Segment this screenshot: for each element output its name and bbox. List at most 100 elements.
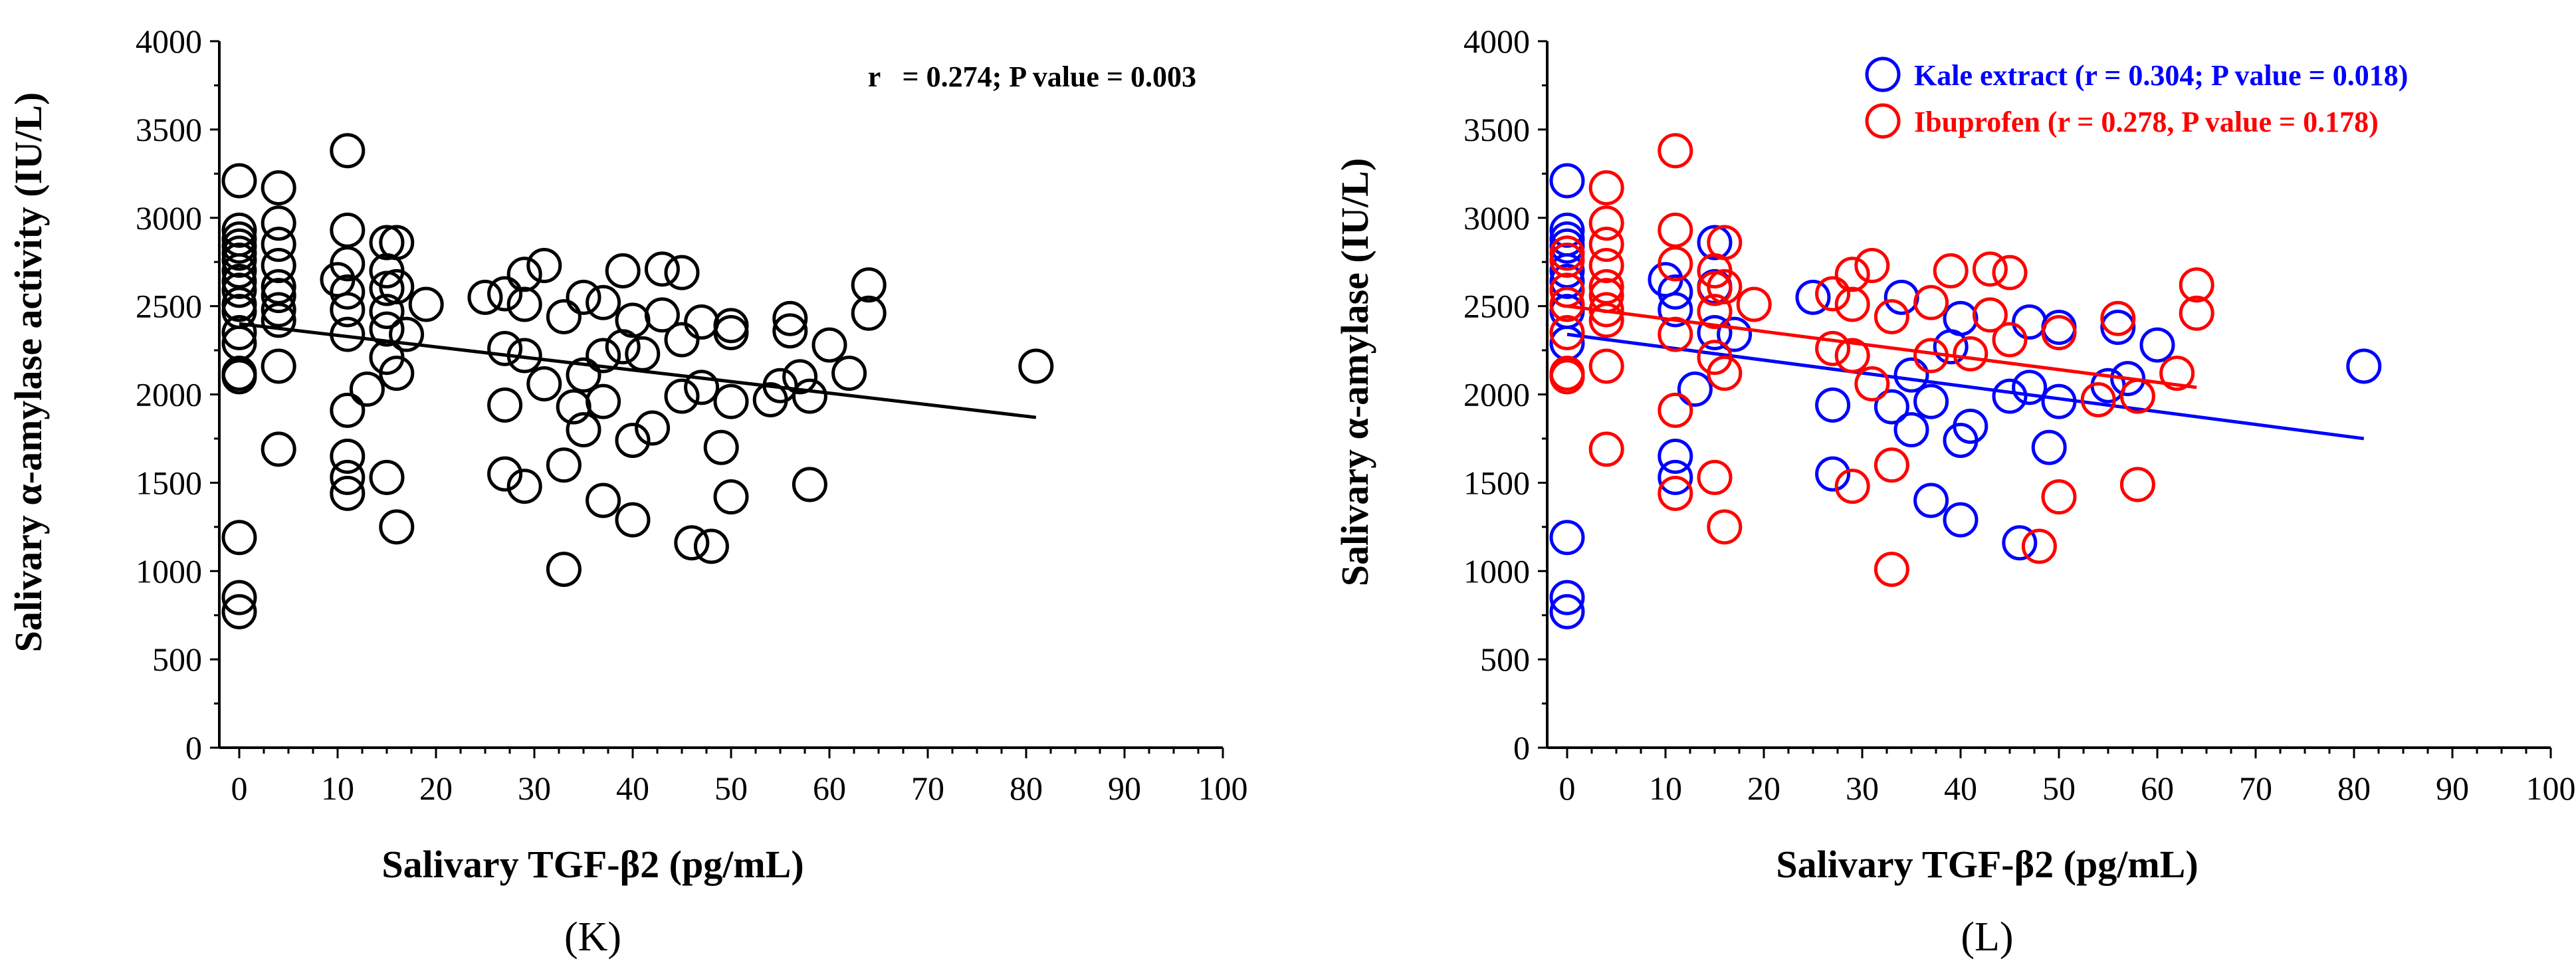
data-point-k-s0 (831, 356, 867, 391)
data-point-k-s0 (615, 502, 651, 538)
data-point-l-s1 (1588, 205, 1624, 241)
data-point-k-s0 (713, 308, 749, 344)
data-point-l-s1 (1834, 338, 1870, 374)
data-point-k-s0 (693, 528, 729, 564)
data-point-k-s0 (684, 370, 720, 405)
x-tick-label-k: 40 (616, 770, 649, 807)
data-point-k-s0 (261, 248, 296, 284)
data-point-l-s1 (1658, 392, 1693, 428)
x-axis-title-l: Salivary TGF-β2 (pg/mL) (1776, 843, 2198, 886)
data-point-l-s1 (2041, 314, 2077, 350)
data-point-l-s0 (1549, 163, 1585, 199)
y-tick-label-k: 2500 (136, 288, 202, 325)
data-point-l-s0 (2346, 348, 2382, 384)
data-point-k-s0 (546, 447, 582, 483)
x-tick-label-l: 100 (2526, 770, 2576, 807)
data-point-k-s0 (713, 314, 749, 350)
y-tick-label-k: 1000 (136, 552, 202, 590)
x-tick-label-l: 80 (2337, 770, 2371, 807)
data-point-k-s0 (792, 467, 827, 502)
data-point-l-s1 (1588, 302, 1624, 338)
data-point-l-s0 (1658, 292, 1693, 328)
data-point-k-s0 (221, 314, 257, 350)
data-point-k-s0 (487, 276, 523, 312)
data-point-k-s0 (1018, 348, 1054, 384)
data-point-l-s1 (1707, 509, 1743, 545)
data-point-k-s0 (369, 311, 405, 347)
data-point-l-s1 (2159, 356, 2195, 391)
data-point-k-s0 (644, 297, 680, 333)
data-point-l-s0 (1549, 580, 1585, 615)
data-point-k-s0 (713, 383, 749, 419)
data-point-l-s0 (1658, 439, 1693, 475)
data-point-k-s0 (330, 439, 366, 475)
legend-marker-ibuprofen (1865, 103, 1901, 139)
data-point-l-s0 (1913, 483, 1949, 518)
data-point-k-s0 (221, 163, 257, 199)
data-point-k-s0 (546, 552, 582, 588)
data-point-k-s0 (349, 372, 385, 407)
data-point-l-s1 (1588, 170, 1624, 206)
y-tick-label-k: 1500 (136, 464, 202, 501)
data-point-l-s1 (2179, 267, 2214, 303)
y-tick-label-l: 2000 (1463, 376, 1530, 413)
data-point-l-s1 (1707, 356, 1743, 391)
data-point-k-s0 (261, 292, 296, 328)
data-point-k-s0 (674, 525, 710, 561)
x-tick-label-l: 90 (2436, 770, 2469, 807)
x-tick-label-k: 0 (231, 770, 248, 807)
data-point-k-s0 (330, 212, 366, 248)
data-point-l-s0 (1883, 279, 1919, 315)
data-point-k-s0 (261, 278, 296, 314)
data-point-k-s0 (506, 286, 542, 322)
y-axis-title-k: Salivary α-amylase activity (IU/L) (7, 92, 50, 653)
panel-l: 0 500 1000 1500 2000 2500 3000 3500 4000 0 10 20 30 4… (1333, 23, 2576, 960)
x-tick-label-k: 100 (1198, 770, 1248, 807)
x-tick-label-l: 40 (1944, 770, 1977, 807)
data-point-k-s0 (644, 251, 680, 287)
data-point-l-s1 (1874, 447, 1909, 483)
data-point-l-s0 (1549, 212, 1585, 248)
data-point-l-s1 (1588, 227, 1624, 263)
plot-area-l: 0 500 1000 1500 2000 2500 3000 3500 4000 0 10 20 30 4… (1463, 23, 2576, 807)
data-point-k-s0 (625, 336, 661, 372)
data-point-l-s0 (1697, 225, 1733, 261)
data-point-k-s0 (506, 469, 542, 504)
data-point-l-s0 (2031, 429, 2067, 465)
data-point-k-s0 (221, 520, 257, 556)
data-point-l-s1 (1549, 314, 1585, 350)
data-point-k-s0 (684, 304, 720, 340)
data-point-l-s1 (1834, 257, 1870, 292)
legend-l: Kale extract (r = 0.304; P value = 0.018… (1865, 56, 2408, 139)
y-tick-label-l: 500 (1480, 641, 1530, 678)
data-point-k-s0 (369, 459, 405, 495)
x-tick-label-l: 60 (2141, 770, 2174, 807)
data-point-k-s0 (221, 580, 257, 615)
data-point-l-s1 (1834, 286, 1870, 322)
data-point-l-s1 (1953, 336, 1988, 372)
data-point-l-s1 (1588, 248, 1624, 284)
y-tick-label-l: 3000 (1463, 199, 1530, 237)
data-point-l-s0 (1943, 300, 1979, 336)
data-point-k-s0 (408, 286, 444, 322)
data-point-l-s0 (1549, 593, 1585, 629)
data-point-l-s1 (2119, 467, 2155, 502)
data-point-l-s0 (2110, 361, 2146, 397)
data-point-l-s1 (2041, 479, 2077, 515)
x-tick-label-k: 50 (714, 770, 748, 807)
data-point-l-s0 (1913, 383, 1949, 419)
data-point-k-s0 (261, 348, 296, 384)
data-point-l-s0 (1697, 314, 1733, 350)
data-point-k-s0 (379, 356, 415, 391)
y-tick-label-k: 0 (185, 729, 202, 766)
data-point-l-s1 (1697, 294, 1733, 330)
data-point-k-s0 (330, 475, 366, 511)
data-point-l-s0 (1815, 456, 1851, 492)
y-tick-label-l: 1000 (1463, 552, 1530, 590)
data-point-l-s1 (1707, 269, 1743, 304)
plot-area-k: 0 500 1000 1500 2000 2500 3000 3500 4000 0 10 20 30 4… (136, 23, 1248, 807)
x-tick-label-k: 10 (321, 770, 354, 807)
y-tick-label-k: 3500 (136, 111, 202, 148)
data-point-k-s0 (379, 509, 415, 545)
y-tick-label-k: 4000 (136, 23, 202, 60)
